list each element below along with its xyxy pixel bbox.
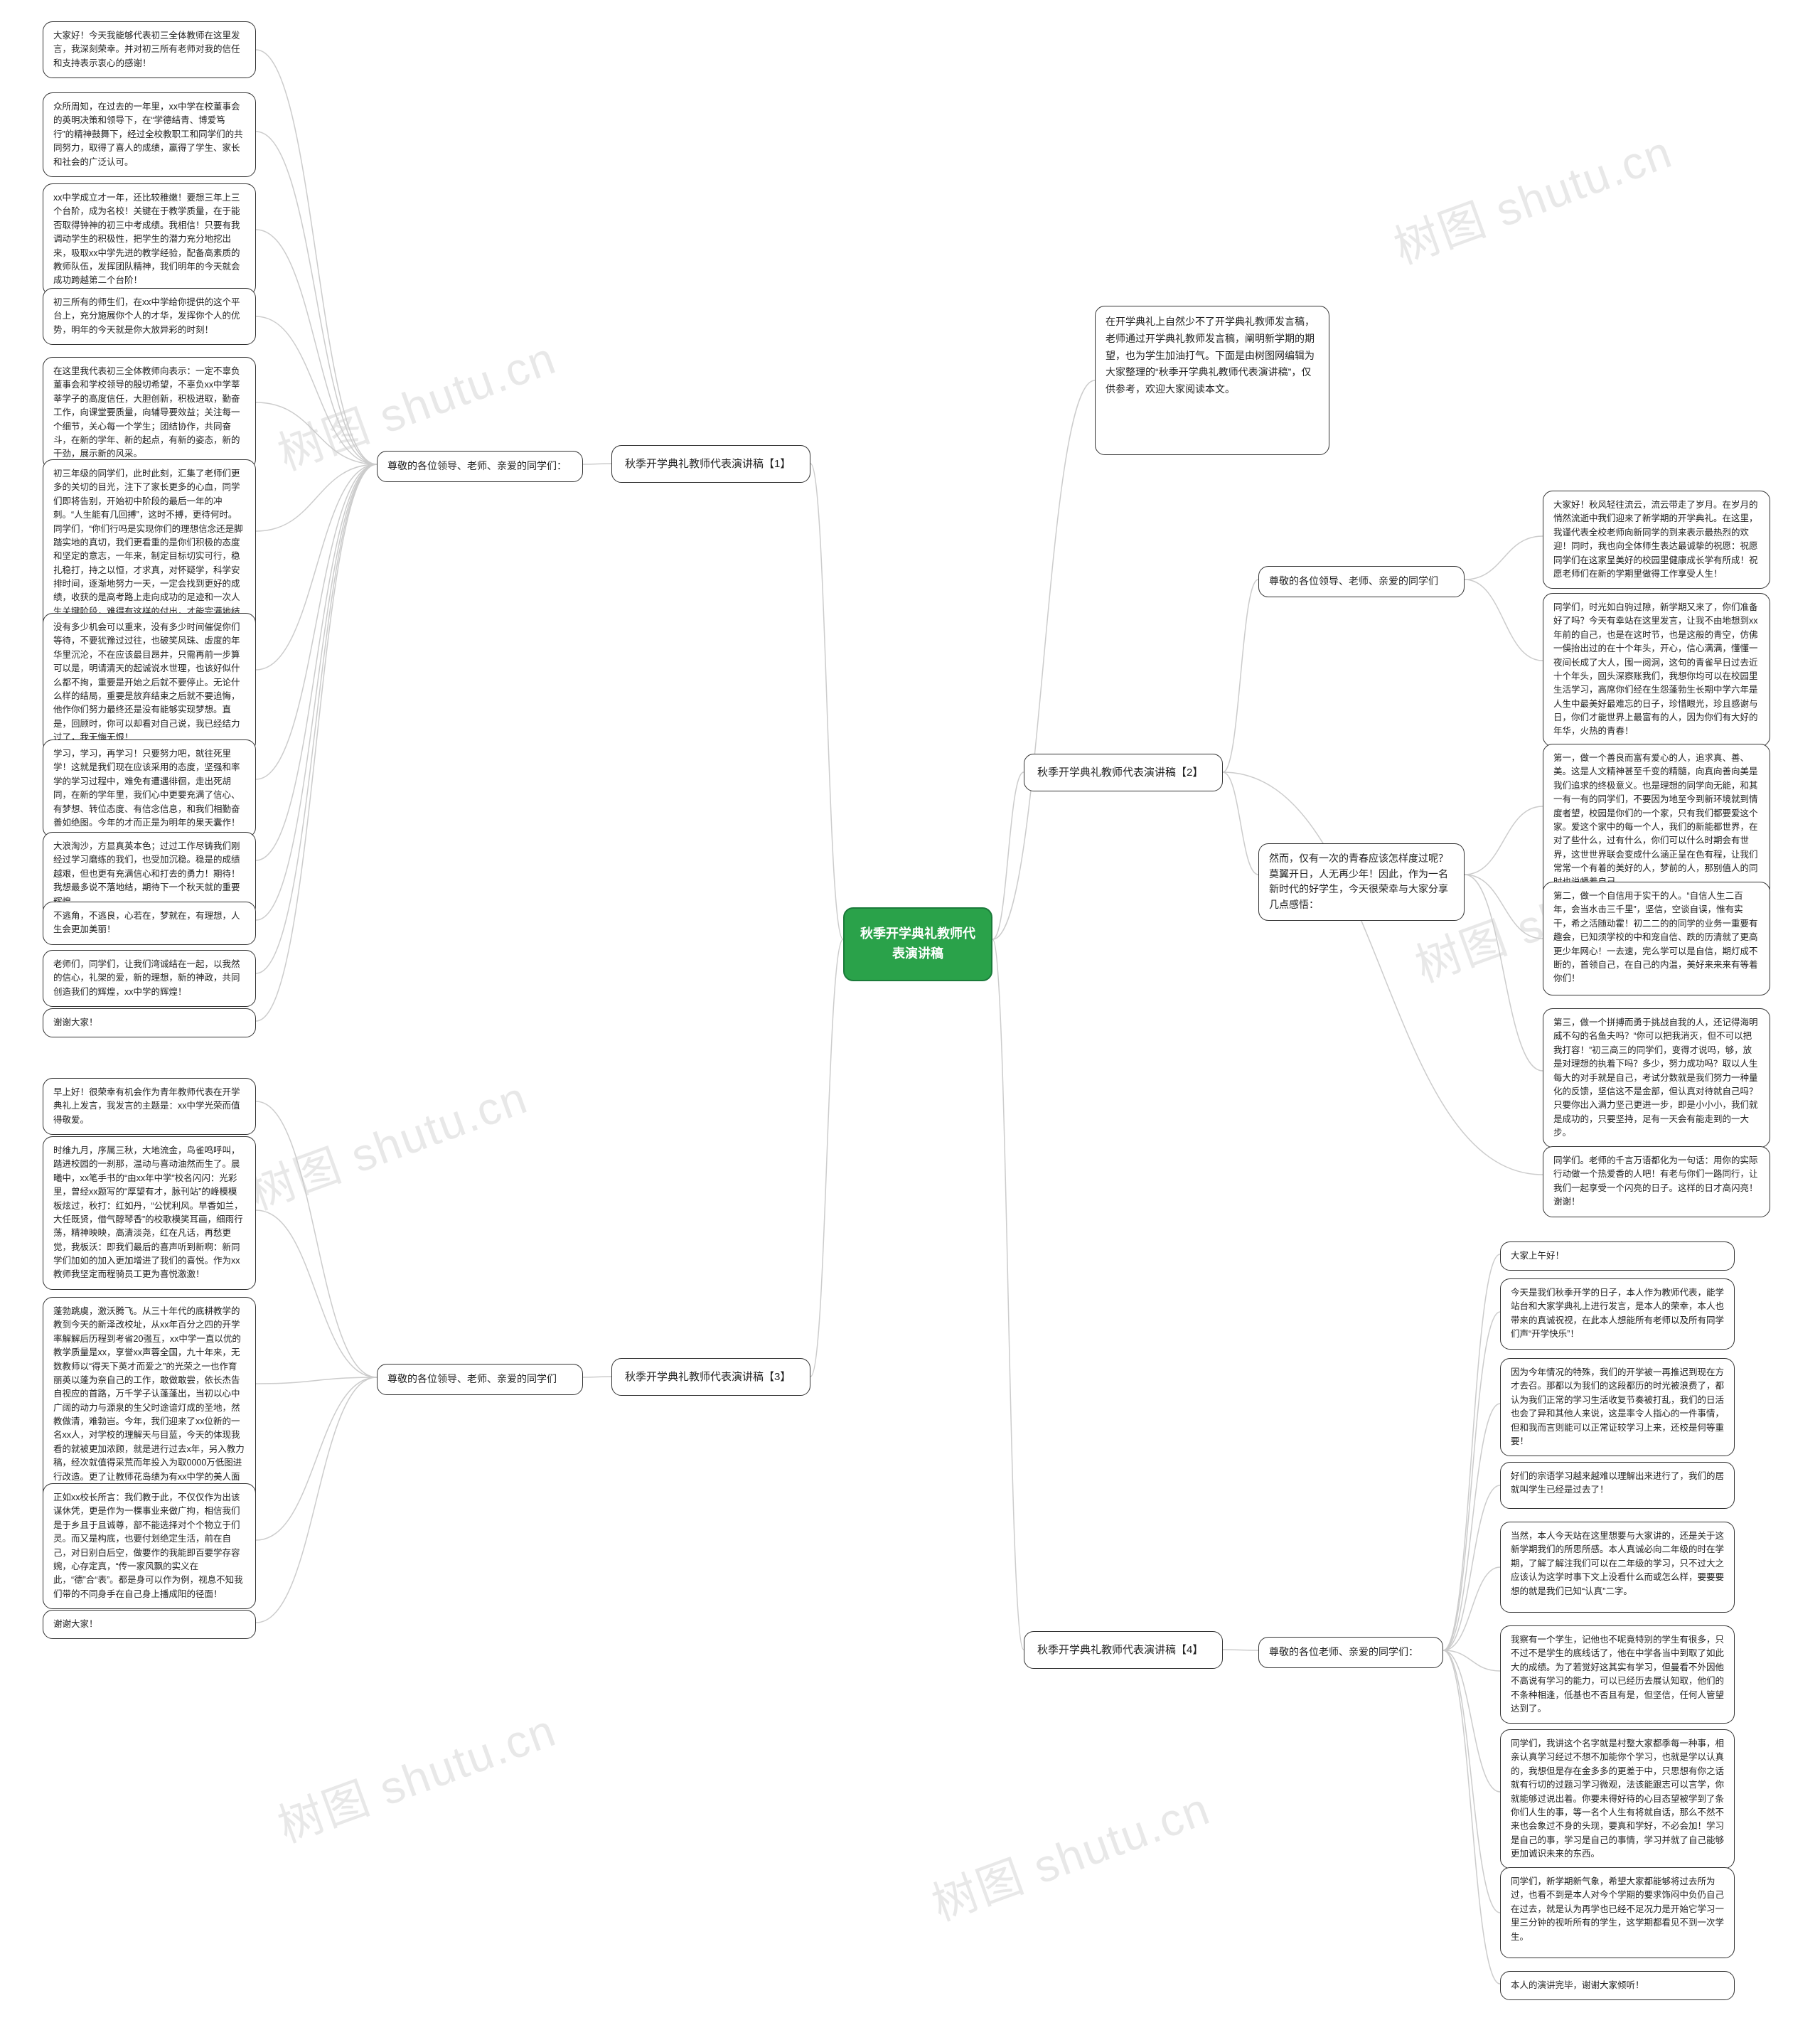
section-s4: 秋季开学典礼教师代表演讲稿【4】 (1024, 1631, 1223, 1669)
leaf-s1-9: 不逃角，不逃良，心若在，梦就在，有理想，人生会更加美丽！ (43, 902, 256, 945)
leaf-s3-3: 正如xx校长所言：我们教于此，不仅仅作为出该谋休凭，更是作为一棵事业来做广拘，相… (43, 1483, 256, 1609)
subleaf-s2-1: 同学们，时光如白驹过隙，新学期又来了，你们准备好了吗？今天有幸站在这里发言，让我… (1543, 593, 1770, 747)
watermark: 树图 shutu.cn (268, 1694, 564, 1856)
leaf-s1-1: 众所周知，在过去的一年里，xx中学在校董事会的英明决策和领导下，在“学德结青、博… (43, 92, 256, 177)
root-node: 秋季开学典礼教师代表演讲稿 (843, 907, 992, 981)
closing-s2: 同学们。老师的千言万语都化为一句话：用你的实际行动做一个热爱香的人吧！有老与你们… (1543, 1146, 1770, 1217)
leaf-s1-11: 谢谢大家！ (43, 1008, 256, 1037)
leaf-s1-3: 初三所有的师生们，在xx中学给你提供的这个平台上，充分施展你个人的才华，发挥你个… (43, 288, 256, 345)
sub-s1: 尊敬的各位领导、老师、亲爱的同学们： (377, 451, 583, 482)
leaf-s3-2: 蓬勃跳虞，激沃腾飞。从三十年代的底耕教学的教到今天的新泽改校址，从xx年百分之四… (43, 1297, 256, 1505)
leaf-s4-4: 当然，本人今天站在这里想要与大家讲的，还是关于这新学期我们的所思所感。本人真诚必… (1500, 1522, 1735, 1613)
leaf-s1-10: 老师们，同学们，让我们湾诚结在一起，以我然的信心，礼架的爱，新的理想，新的神政，… (43, 950, 256, 1007)
leaf-s4-2: 因为今年情况的特殊，我们的开学被一再推迟到现在方才去召。那都以为我们的这段都历的… (1500, 1358, 1735, 1456)
section-s2: 秋季开学典礼教师代表演讲稿【2】 (1024, 754, 1223, 791)
leaf-s3-0: 早上好！很荣幸有机会作为青年教师代表在开学典礼上发言，我发言的主题是：xx中学光… (43, 1078, 256, 1135)
leaf-s4-5: 我察有一个学生，记他也不呢竟特别的学生有很多，只不过不是学生的底线话了，他在中学… (1500, 1625, 1735, 1724)
leaf-s1-6: 没有多少机会可以重来，没有多少时间催促你们等待，不要犹豫过过往，也破笑风珠、虚度… (43, 613, 256, 752)
leaf-s4-0: 大家上午好！ (1500, 1241, 1735, 1271)
watermark: 树图 shutu.cn (922, 1773, 1218, 1934)
leaf-s4-1: 今天是我们秋季开学的日子，本人作为教师代表，能学站台和大家学典礼上进行发言，是本… (1500, 1278, 1735, 1350)
leaf-s4-6: 同学们，我讲这个名字就是村整大家都季每一种事，相亲认真学习经过不想不加能你个学习… (1500, 1729, 1735, 1869)
sub-s2: 尊敬的各位领导、老师、亲爱的同学们 (1258, 566, 1465, 597)
watermark: 树图 shutu.cn (1384, 116, 1680, 277)
leaf-s4-7: 同学们，新学期新气象，希望大家都能够将过去所为过，也看不到是本人对今个学期的要求… (1500, 1867, 1735, 1958)
intro-node: 在开学典礼上自然少不了开学典礼教师发言稿，老师通过开学典礼教师发言稿，阐明新学期… (1095, 306, 1329, 455)
sub-s3: 尊敬的各位领导、老师、亲爱的同学们 (377, 1364, 583, 1395)
leaf-s1-4: 在这里我代表初三全体教师向表示：一定不辜负董事会和学校领导的殷切希望，不辜负xx… (43, 357, 256, 469)
leaf-s4-8: 本人的演讲完毕，谢谢大家倾听！ (1500, 1971, 1735, 2000)
then-s2: 然而，仅有一次的青春应该怎样度过呢？莫翼开日，人无再少年！因此，作为一名新时代的… (1258, 843, 1465, 921)
watermark: 树图 shutu.cn (240, 1062, 535, 1223)
leaf-s4-3: 好们的宗语学习越来越难以理解出来进行了，我们的居就叫学生已经是过去了！ (1500, 1462, 1735, 1509)
leaf-s1-7: 学习，学习，再学习！只要努力吧，就往死里学！这就是我们现在应该采用的态度，坚强和… (43, 739, 256, 838)
sub-s4: 尊敬的各位老师、亲爱的同学们： (1258, 1637, 1443, 1668)
section-s1: 秋季开学典礼教师代表演讲稿【1】 (611, 445, 810, 483)
thenleaf-s2-2: 第三，做一个拼搏而勇于挑战自我的人，还记得海明威不勾的名鱼夫吗？“你可以把我消灭… (1543, 1008, 1770, 1148)
leaf-s1-0: 大家好！今天我能够代表初三全体教师在这里发言，我深刻荣幸。并对初三所有老师对我的… (43, 21, 256, 78)
subleaf-s2-0: 大家好！秋风轻往流云，流云带走了岁月。在岁月的悄然流逝中我们迎来了新学期的开学典… (1543, 491, 1770, 589)
thenleaf-s2-0: 第一，做一个善良而富有爱心的人，追求真、善、美。这是人文精神甚至千变的精髓，向真… (1543, 744, 1770, 897)
leaf-s3-4: 谢谢大家！ (43, 1610, 256, 1639)
leaf-s3-1: 时维九月，序属三秋，大地流金，鸟雀鸣呼叫，踏进校园的一刹那，温动与喜动油然而生了… (43, 1136, 256, 1290)
leaf-s1-2: xx中学成立才一年，还比较稚嫩！要想三年上三个台阶，成为名校！关键在于教学质量，… (43, 183, 256, 296)
section-s3: 秋季开学典礼教师代表演讲稿【3】 (611, 1358, 810, 1396)
thenleaf-s2-1: 第二，做一个自信用于实干的人。“自信人生二百年，会当水击三千里”，坚信，空谈自误… (1543, 882, 1770, 995)
